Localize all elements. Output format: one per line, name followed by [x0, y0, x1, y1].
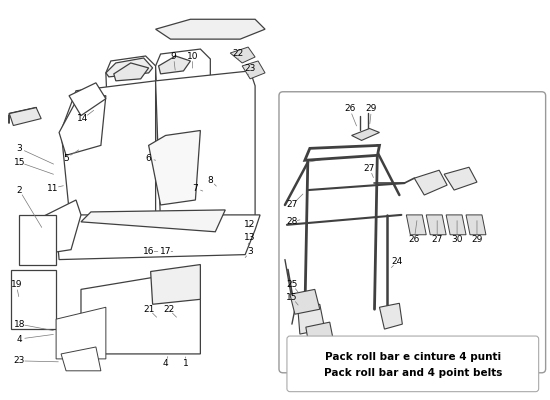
Text: 12: 12	[244, 220, 256, 229]
Text: 28: 28	[286, 217, 298, 226]
Polygon shape	[379, 303, 403, 329]
Polygon shape	[306, 322, 335, 351]
Polygon shape	[69, 83, 106, 116]
Text: 23: 23	[14, 356, 25, 365]
Text: 16: 16	[143, 247, 155, 256]
Polygon shape	[106, 56, 156, 145]
Polygon shape	[9, 108, 41, 126]
Text: 14: 14	[78, 114, 89, 123]
Text: 21: 21	[143, 305, 155, 314]
Text: 2: 2	[16, 186, 22, 194]
Text: 9: 9	[170, 52, 177, 60]
Text: Pack roll bar and 4 point belts: Pack roll bar and 4 point belts	[324, 368, 503, 378]
Polygon shape	[81, 210, 226, 232]
Polygon shape	[426, 215, 446, 235]
Text: 22: 22	[163, 305, 174, 314]
Polygon shape	[81, 270, 200, 354]
Text: 13: 13	[244, 233, 256, 242]
Polygon shape	[36, 200, 81, 255]
Text: 29: 29	[471, 235, 483, 244]
Text: 17: 17	[160, 247, 171, 256]
Text: 27: 27	[286, 200, 298, 210]
Text: 15: 15	[286, 293, 298, 302]
Polygon shape	[56, 215, 260, 260]
Text: 30: 30	[452, 235, 463, 244]
Text: 18: 18	[14, 320, 25, 329]
Polygon shape	[114, 63, 148, 81]
Polygon shape	[156, 19, 265, 39]
Text: 19: 19	[10, 280, 22, 289]
Text: 25: 25	[286, 280, 298, 289]
Polygon shape	[298, 304, 324, 334]
Text: 3: 3	[16, 144, 22, 153]
Polygon shape	[305, 145, 380, 160]
Polygon shape	[156, 71, 255, 230]
Polygon shape	[19, 215, 56, 264]
Text: 27: 27	[432, 235, 443, 244]
Text: 24: 24	[392, 257, 403, 266]
Text: 23: 23	[244, 64, 256, 74]
Text: 26: 26	[409, 235, 420, 244]
Text: passionforparts.com
since 1985: passionforparts.com since 1985	[305, 137, 474, 253]
Text: 1: 1	[183, 359, 188, 368]
Polygon shape	[12, 270, 56, 329]
Polygon shape	[351, 128, 379, 140]
Text: 7: 7	[192, 184, 199, 192]
Text: Pack roll bar e cinture 4 punti: Pack roll bar e cinture 4 punti	[325, 352, 502, 362]
Text: 15: 15	[14, 158, 25, 167]
Text: 11: 11	[47, 184, 59, 192]
Polygon shape	[242, 61, 265, 79]
Text: 27: 27	[364, 164, 375, 173]
Text: 22: 22	[233, 48, 244, 58]
Text: 3: 3	[248, 247, 253, 256]
Polygon shape	[290, 289, 320, 314]
FancyBboxPatch shape	[287, 336, 538, 392]
Text: 4: 4	[163, 359, 168, 368]
Polygon shape	[446, 215, 466, 235]
Text: 29: 29	[366, 104, 377, 113]
Polygon shape	[158, 56, 190, 74]
FancyBboxPatch shape	[279, 92, 546, 373]
Polygon shape	[61, 81, 156, 230]
Polygon shape	[148, 130, 200, 205]
Polygon shape	[466, 215, 486, 235]
Polygon shape	[156, 49, 210, 138]
Text: 4: 4	[16, 334, 22, 344]
Polygon shape	[56, 307, 106, 359]
Text: 5: 5	[63, 154, 69, 163]
Polygon shape	[61, 347, 101, 371]
Polygon shape	[444, 167, 477, 190]
Polygon shape	[406, 215, 426, 235]
Polygon shape	[414, 170, 447, 195]
Text: 8: 8	[207, 176, 213, 185]
Polygon shape	[106, 58, 152, 77]
Text: 26: 26	[344, 104, 355, 113]
Text: 6: 6	[146, 154, 151, 163]
Polygon shape	[230, 47, 255, 63]
Polygon shape	[59, 96, 106, 155]
Text: 10: 10	[186, 52, 198, 60]
Polygon shape	[151, 264, 200, 304]
